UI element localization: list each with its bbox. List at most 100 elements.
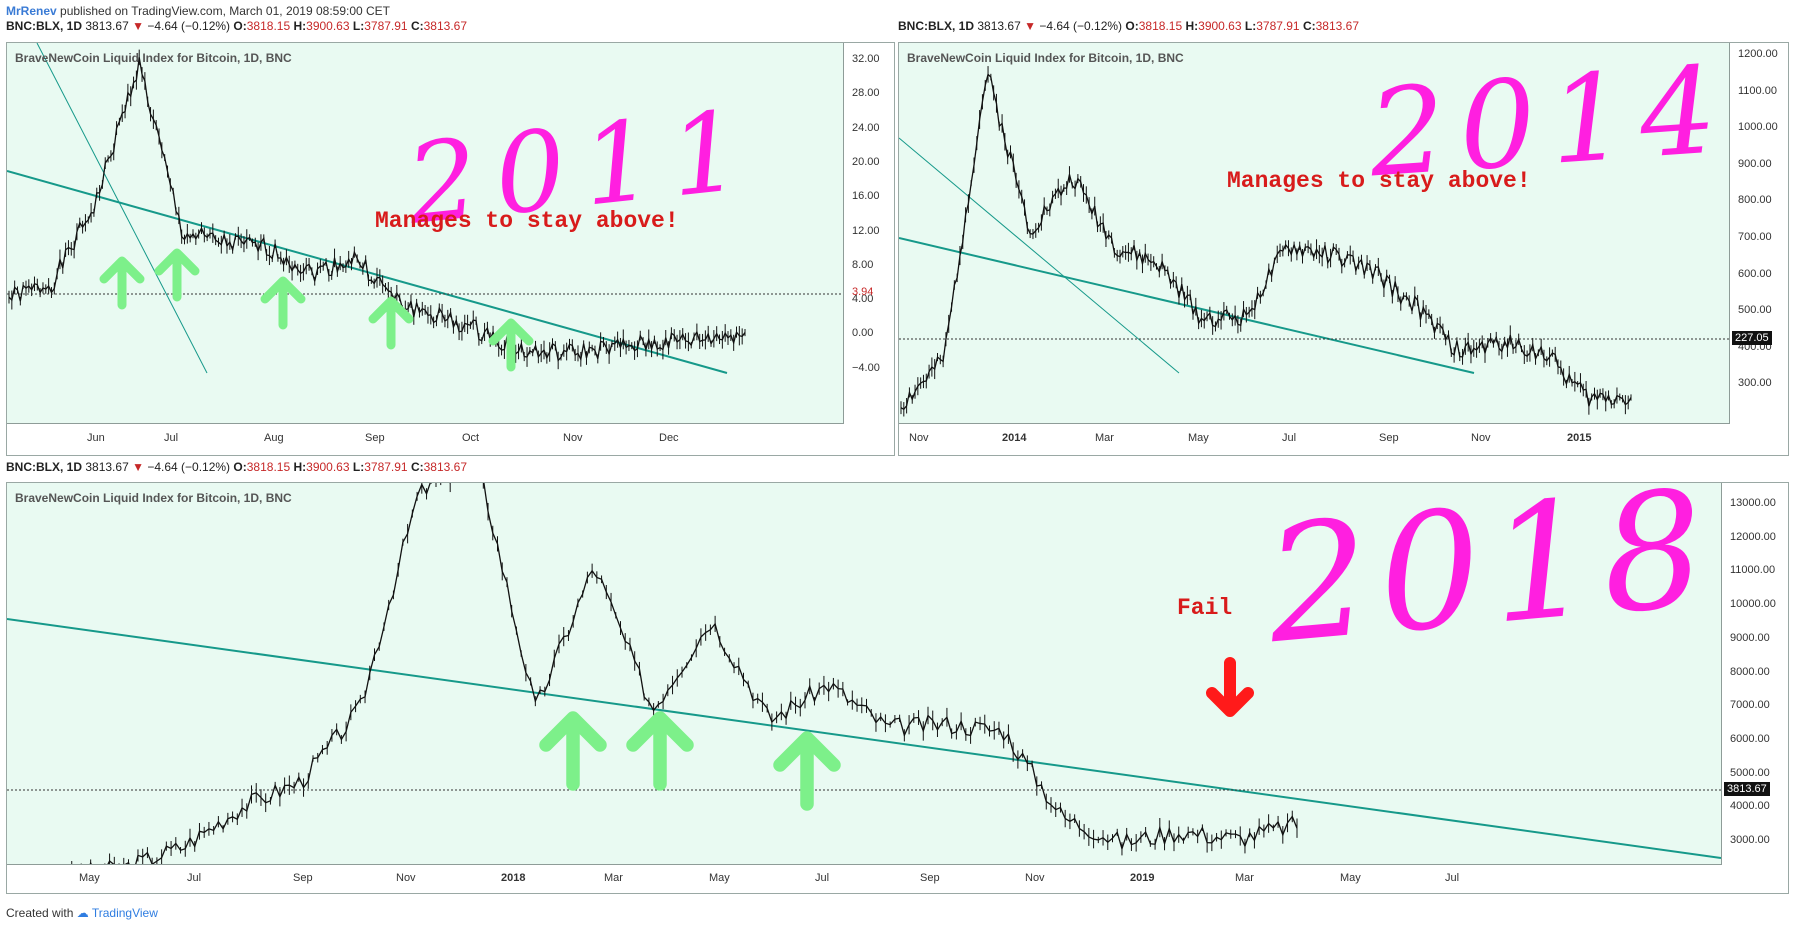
annotation-text: Manages to stay above! [375,208,679,234]
y-tick-label: 4.00 [852,293,874,306]
y-tick-label: 32.00 [852,53,880,65]
x-tick-label: Jul [815,872,830,884]
chart-panel-2011[interactable]: BraveNewCoin Liquid Index for Bitcoin, 1… [6,42,895,456]
x-tick-label: 2014 [1002,432,1027,444]
x-tick-label: Dec [659,432,679,444]
high-value: 3900.63 [306,19,350,33]
high-value: 3900.63 [1198,19,1242,33]
x-tick-label: Aug [264,432,284,444]
up-arrow-icon [539,711,607,791]
footer-created: Created with [6,906,74,920]
close-value: 3813.67 [423,460,468,474]
last-price-badge: 3813.67 [1724,782,1770,796]
x-tick-label: Sep [920,872,940,884]
price-series [900,66,1632,417]
close-value: 3813.67 [423,19,468,33]
x-tick-label: Jul [164,432,179,444]
x-tick-label: Nov [563,432,583,444]
trendline [899,237,1475,374]
y-tick-label: 13000.00 [1730,497,1776,509]
down-arrow-icon: ▼ [132,19,144,33]
annotation-text: Fail [1177,595,1233,621]
x-tick-label: Jul [1445,872,1460,884]
symbol: BNC:BLX, 1D [898,19,975,33]
ticker-header-3: BNC:BLX, 1D 3813.67 ▼ −4.64 (−0.12%) O:3… [6,460,467,474]
chart-panel-2014[interactable]: BraveNewCoin Liquid Index for Bitcoin, 1… [898,42,1789,456]
footer: Created with ☁ TradingView [6,906,158,920]
tradingview-link[interactable]: TradingView [91,906,158,920]
change: −4.64 (−0.12%) [147,19,231,33]
x-axis[interactable]: May Jul Sep Nov 2018 Mar May Jul Sep Nov 2019 Mar Ma… [7,864,1721,893]
price: 3813.67 [85,460,129,474]
x-axis[interactable]: Nov 2014 Mar May Jul Sep Nov 2015 [899,424,1729,455]
y-tick-label: 1000.00 [1738,121,1778,134]
y-axis[interactable]: 13000.00 12000.00 11000.00 10000.00 9000.00 8… [1722,483,1788,864]
symbol: BNC:BLX, 1D [6,460,83,474]
price-line [900,73,1632,411]
h-label: H: [1185,19,1199,33]
price-line [8,57,746,362]
y-axis[interactable]: 32.00 28.00 24.00 20.00 16.00 12.00 8.00 4.00 0.… [844,43,894,423]
y-tick-label: 4000.00 [1730,800,1770,813]
y-tick-label: 5000.00 [1730,766,1770,779]
price-series [71,483,1298,864]
c-label: C: [410,460,424,474]
chart-title: BraveNewCoin Liquid Index for Bitcoin, 1… [907,51,1184,65]
down-arrow-icon: ▼ [1024,19,1036,33]
y-tick-label: 8.00 [852,258,874,271]
y-tick-label: 600.00 [1738,267,1772,280]
close-value: 3813.67 [1315,19,1360,33]
x-tick-label: Jul [187,872,202,884]
up-arrow-icon [488,318,534,372]
y-tick-label: 300.00 [1738,377,1772,390]
down-arrow-icon: ▼ [132,460,144,474]
up-arrow-icon [368,296,414,350]
y-tick-label: 1100.00 [1738,84,1777,97]
open-value: 3818.15 [246,460,291,474]
author-link[interactable]: MrRenev [6,4,57,18]
low-value: 3787.91 [364,460,408,474]
x-axis[interactable]: Jun Jul Aug Sep Oct Nov Dec [7,424,843,455]
y-tick-label: 12000.00 [1730,530,1776,543]
ticker-header-2: BNC:BLX, 1D 3813.67 ▼ −4.64 (−0.12%) O:3… [898,19,1359,33]
plot-area[interactable]: BraveNewCoin Liquid Index for Bitcoin, 1… [899,43,1730,424]
x-tick-label: Jul [1282,432,1297,444]
open-value: 3818.15 [1138,19,1183,33]
change: −4.64 (−0.12%) [1039,19,1123,33]
y-tick-label: 12.00 [852,224,880,237]
y-tick-label: 700.00 [1738,231,1772,243]
x-tick-label: May [709,872,730,884]
l-label: L: [352,460,365,474]
up-arrow-icon [773,731,841,811]
open-value: 3818.15 [246,19,291,33]
x-tick-label: Sep [1379,432,1399,444]
y-tick-label: 11000.00 [1730,564,1776,577]
chart-title: BraveNewCoin Liquid Index for Bitcoin, 1… [15,491,292,505]
y-tick-label: 9000.00 [1730,631,1770,644]
chart-panel-2018[interactable]: BraveNewCoin Liquid Index for Bitcoin, 1… [6,482,1789,894]
y-axis[interactable]: 1200.00 1100.00 1000.00 900.00 800.00 700.00 6… [1730,43,1788,423]
y-tick-label: 3000.00 [1730,834,1770,846]
x-tick-label: Sep [293,872,313,884]
y-tick-label: 7000.00 [1730,699,1770,712]
publisher-line: MrRenev published on TradingView.com, Ma… [6,4,390,18]
x-tick-label: 2015 [1567,432,1592,444]
up-arrow-icon [260,276,306,330]
y-tick-label: 800.00 [1738,194,1772,207]
change: −4.64 (−0.12%) [147,460,231,474]
last-price-badge: 227.05 [1732,331,1772,345]
y-tick-label: 20.00 [852,155,880,168]
y-tick-label: 10000.00 [1730,598,1776,611]
o-label: O: [1125,19,1139,33]
x-tick-label: 2019 [1130,872,1155,884]
y-tick-label: 28.00 [852,87,880,100]
plot-area[interactable]: BraveNewCoin Liquid Index for Bitcoin, 1… [7,43,844,424]
symbol: BNC:BLX, 1D [6,19,83,33]
x-tick-label: Mar [604,872,623,884]
x-tick-label: Oct [462,432,480,444]
up-arrow-icon [154,248,200,302]
l-label: L: [1244,19,1257,33]
plot-area[interactable]: BraveNewCoin Liquid Index for Bitcoin, 1… [7,483,1722,865]
x-tick-label: May [1188,432,1209,444]
x-tick-label: Sep [365,432,385,444]
